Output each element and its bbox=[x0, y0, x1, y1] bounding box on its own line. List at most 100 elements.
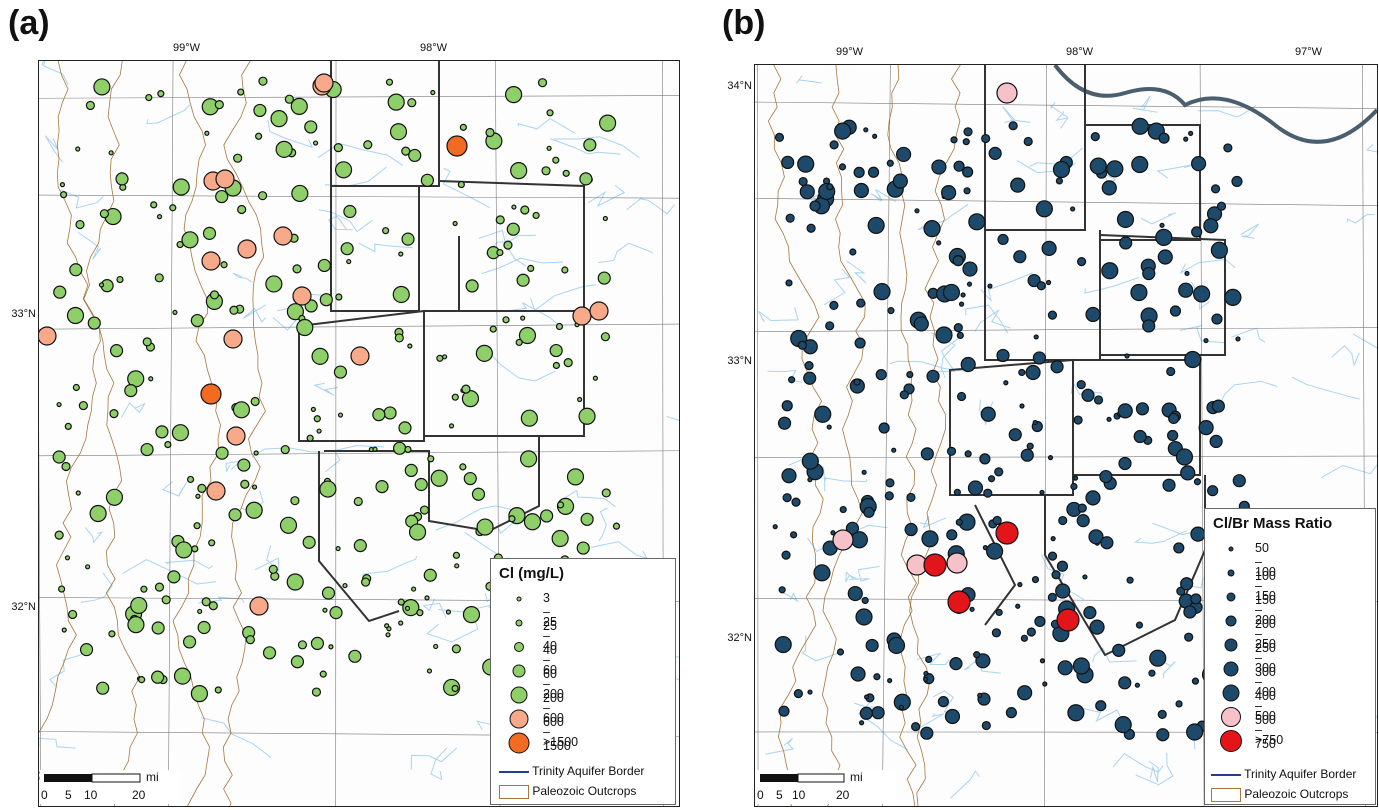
sample-point bbox=[503, 240, 513, 250]
sample-point bbox=[157, 90, 165, 98]
sample-point bbox=[485, 127, 495, 138]
stream-line bbox=[845, 571, 858, 583]
sample-point bbox=[64, 555, 71, 561]
sample-point bbox=[1047, 592, 1057, 602]
legend-class-symbol bbox=[508, 732, 530, 754]
stream-line bbox=[430, 747, 447, 781]
stream-line bbox=[1198, 105, 1257, 118]
sample-point bbox=[302, 535, 316, 549]
sample-point bbox=[904, 522, 918, 537]
sample-point bbox=[774, 635, 792, 654]
sample-point bbox=[898, 704, 904, 711]
sample-point bbox=[861, 596, 869, 605]
sample-point bbox=[896, 146, 912, 163]
sample-point bbox=[1052, 160, 1071, 179]
stream-line bbox=[1055, 111, 1069, 129]
sample-point bbox=[884, 491, 894, 501]
sample-point bbox=[316, 428, 322, 434]
scale-bar-graphic bbox=[44, 773, 141, 783]
sample-point bbox=[807, 689, 813, 695]
sample-point bbox=[1027, 273, 1041, 288]
sample-point bbox=[461, 384, 471, 394]
stream-line bbox=[410, 747, 458, 770]
scale-tick: 10 bbox=[84, 788, 98, 802]
sample-point bbox=[292, 264, 302, 274]
stream-line bbox=[598, 242, 654, 264]
sample-point bbox=[599, 114, 617, 132]
sample-point bbox=[505, 86, 523, 104]
stream-line bbox=[1240, 223, 1260, 239]
sample-point bbox=[385, 78, 394, 86]
sample-point bbox=[1135, 621, 1144, 629]
stream-line bbox=[197, 596, 245, 604]
sample-point bbox=[214, 100, 224, 110]
panel-b-map-canvas bbox=[755, 65, 1377, 806]
stream-line bbox=[1075, 706, 1123, 723]
panel-b-map[interactable] bbox=[754, 64, 1378, 807]
sample-point bbox=[1056, 608, 1080, 632]
sample-point bbox=[845, 521, 860, 535]
sample-point bbox=[1089, 157, 1107, 175]
sample-point bbox=[1133, 429, 1147, 444]
outcrop-legend-item: Paleozoic Outcrops bbox=[499, 784, 636, 799]
scale-bar-graphic bbox=[760, 773, 845, 783]
sample-point bbox=[1142, 266, 1156, 281]
sample-point bbox=[977, 692, 983, 699]
sample-point bbox=[906, 371, 914, 379]
sample-point bbox=[988, 146, 1002, 160]
legend-symbol-circle bbox=[514, 642, 524, 652]
sample-point bbox=[1083, 606, 1097, 620]
panel-a-lon-label: 98°W bbox=[420, 42, 448, 54]
legend-class-label: 25 – 40 bbox=[543, 615, 557, 657]
panel-b-lat-label: 34°N bbox=[727, 80, 752, 92]
county-line bbox=[755, 198, 1377, 207]
sample-point bbox=[871, 706, 885, 720]
sample-point bbox=[1008, 428, 1022, 442]
sample-point bbox=[407, 343, 413, 349]
stream-line bbox=[517, 117, 576, 135]
sample-point bbox=[955, 518, 963, 526]
sample-point bbox=[85, 100, 95, 111]
sample-point bbox=[834, 122, 852, 140]
sample-point bbox=[1041, 240, 1057, 256]
legend-symbol-circle bbox=[509, 709, 529, 729]
county-line bbox=[757, 65, 759, 806]
legend-class-label: >750 bbox=[1255, 733, 1284, 747]
sample-point bbox=[937, 696, 950, 708]
sample-point bbox=[813, 564, 831, 582]
sample-point bbox=[64, 422, 72, 431]
sample-point bbox=[1155, 228, 1173, 246]
legend-class-symbol bbox=[512, 664, 526, 678]
stream-line bbox=[824, 477, 868, 492]
aquifer-county-outline bbox=[424, 310, 585, 437]
legend-class-symbol bbox=[1223, 661, 1239, 677]
sample-point bbox=[1017, 581, 1023, 588]
sample-point bbox=[124, 384, 138, 398]
sample-point bbox=[1089, 619, 1105, 635]
sample-point bbox=[1032, 419, 1038, 426]
stream-line bbox=[146, 104, 190, 125]
legend-class-symbol bbox=[1226, 592, 1236, 602]
sample-point bbox=[96, 681, 110, 695]
sample-point bbox=[109, 409, 119, 419]
panel-a-map[interactable] bbox=[38, 60, 680, 807]
sample-point bbox=[853, 166, 865, 178]
sample-point bbox=[237, 239, 257, 259]
legend-class-symbol bbox=[1225, 615, 1237, 627]
trinity-border-legend-item: Trinity Aquifer Border bbox=[1211, 767, 1356, 781]
sample-point bbox=[991, 628, 1002, 638]
sample-point bbox=[788, 376, 796, 384]
sample-point bbox=[849, 248, 857, 256]
stream-line bbox=[318, 209, 373, 233]
stream-line bbox=[39, 737, 76, 749]
sample-point bbox=[1183, 136, 1189, 142]
sample-point bbox=[790, 531, 798, 539]
sample-point bbox=[383, 406, 397, 420]
sample-point bbox=[807, 477, 813, 483]
stream-line bbox=[120, 402, 146, 418]
sample-point bbox=[445, 609, 451, 615]
stream-line bbox=[1352, 333, 1377, 349]
sample-point bbox=[515, 338, 523, 347]
sample-point bbox=[1033, 334, 1039, 340]
sample-point bbox=[968, 213, 986, 231]
